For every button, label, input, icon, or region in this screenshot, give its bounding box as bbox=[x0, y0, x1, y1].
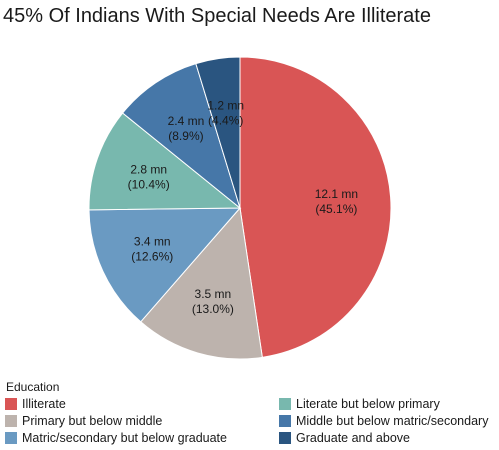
slice-percent-label: (45.1%) bbox=[315, 202, 357, 216]
legend-label: Primary but below middle bbox=[22, 414, 163, 428]
legend-label: Graduate and above bbox=[296, 431, 410, 445]
legend-item-illiterate: Illiterate bbox=[5, 396, 66, 412]
slice-percent-label: (10.4%) bbox=[128, 177, 170, 191]
legend-label: Literate but below primary bbox=[296, 397, 440, 411]
legend-swatch bbox=[279, 415, 291, 427]
legend-item-graduate-and-above: Graduate and above bbox=[279, 430, 410, 446]
legend-item-primary-but-below-middle: Primary but below middle bbox=[5, 413, 162, 429]
pie-slice-literate-but-below-primary bbox=[88, 112, 242, 211]
legend-label: Matric/secondary but below graduate bbox=[22, 431, 227, 445]
legend-swatch bbox=[279, 432, 291, 444]
slice-value-label: 12.1 mn bbox=[315, 187, 358, 201]
slice-value-label: 3.4 mn bbox=[134, 235, 171, 249]
legend-swatch bbox=[279, 398, 291, 410]
legend-label: Middle but below matric/secondary bbox=[296, 414, 489, 428]
legend-item-middle-but-below-matric-secondary: Middle but below matric/secondary bbox=[279, 413, 488, 429]
legend: Education Illiterate Literate but below p… bbox=[5, 380, 499, 450]
pie-slice-primary-but-below-middle bbox=[140, 206, 263, 360]
pie-slice-illiterate bbox=[239, 56, 392, 358]
pie-slice-middle-but-below-matric-secondary bbox=[121, 62, 241, 210]
legend-swatch bbox=[5, 415, 17, 427]
legend-item-literate-but-below-primary: Literate but below primary bbox=[279, 396, 440, 412]
slice-value-label: 2.4 mn bbox=[168, 114, 205, 128]
slice-value-label: 2.8 mn bbox=[130, 162, 167, 176]
slice-value-label: 3.5 mn bbox=[195, 287, 232, 301]
slice-percent-label: (13.0%) bbox=[192, 302, 234, 316]
legend-item-matric-secondary-but-below-graduate: Matric/secondary but below graduate bbox=[5, 430, 227, 446]
slice-percent-label: (4.4%) bbox=[208, 114, 243, 128]
legend-swatch bbox=[5, 432, 17, 444]
slice-value-label: 1.2 mn bbox=[207, 99, 244, 113]
slice-percent-label: (12.6%) bbox=[131, 250, 173, 264]
chart-title: 45% Of Indians With Special Needs Are Il… bbox=[3, 5, 431, 27]
pie-slice-graduate-and-above bbox=[195, 56, 241, 209]
legend-swatch bbox=[5, 398, 17, 410]
legend-label: Illiterate bbox=[22, 397, 66, 411]
slice-percent-label: (8.9%) bbox=[168, 129, 203, 143]
legend-title: Education bbox=[6, 380, 60, 394]
pie-slice-matric-secondary-but-below-graduate bbox=[88, 207, 242, 323]
pie-chart: 12.1 mn(45.1%) 3.5 mn(13.0%) 3.4 mn(12.6%)… bbox=[88, 56, 392, 360]
